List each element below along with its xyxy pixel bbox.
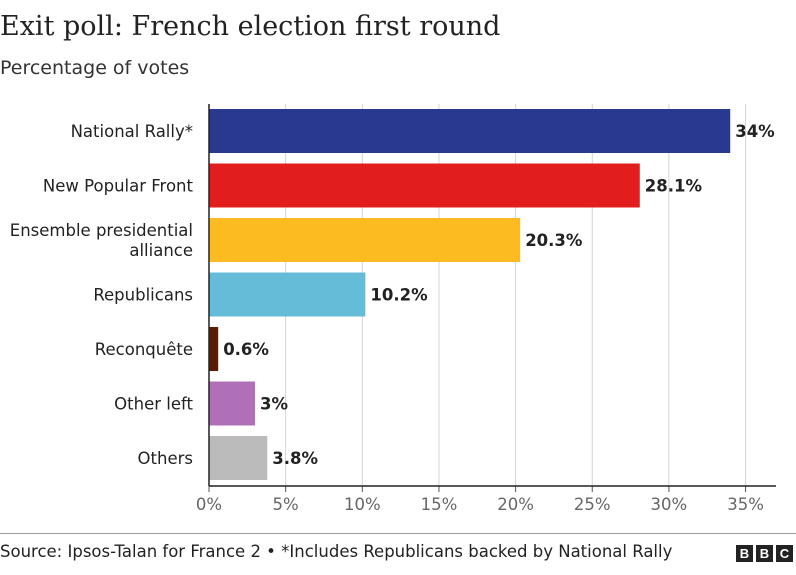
bbc-logo-letter-3: C bbox=[776, 545, 793, 562]
value-label: 0.6% bbox=[223, 340, 269, 359]
x-tick-label: 25% bbox=[574, 495, 611, 514]
value-label: 10.2% bbox=[370, 286, 428, 305]
category-label: National Rally* bbox=[71, 122, 193, 141]
bbc-logo-letter-1: B bbox=[736, 545, 753, 562]
footer-divider bbox=[0, 533, 796, 534]
value-label: 28.1% bbox=[645, 177, 703, 196]
bar-2 bbox=[209, 163, 640, 208]
bar-6 bbox=[209, 381, 255, 426]
category-label: Ensemble presidential bbox=[10, 221, 193, 240]
value-label: 3% bbox=[260, 395, 288, 414]
x-tick-label: 35% bbox=[727, 495, 764, 514]
category-label: Other left bbox=[114, 395, 193, 414]
x-tick-label: 5% bbox=[273, 495, 299, 514]
bar-1 bbox=[209, 109, 731, 153]
category-label: alliance bbox=[129, 241, 193, 260]
x-tick-label: 20% bbox=[497, 495, 534, 514]
value-label: 3.8% bbox=[272, 449, 318, 468]
bar-7 bbox=[209, 436, 268, 480]
category-label: New Popular Front bbox=[43, 177, 194, 196]
chart-subtitle: Percentage of votes bbox=[0, 57, 190, 79]
x-tick-label: 10% bbox=[344, 495, 381, 514]
category-label: Republicans bbox=[93, 286, 193, 305]
bbc-logo-letter-2: B bbox=[756, 545, 773, 562]
chart-title: Exit poll: French election first round bbox=[0, 11, 501, 42]
category-label: Others bbox=[138, 449, 193, 468]
bar-3 bbox=[209, 218, 521, 262]
value-label: 20.3% bbox=[525, 231, 583, 250]
x-tick-label: 0% bbox=[196, 495, 222, 514]
bar-chart: 0% 5% 10% 15% 20% 25% 30% 35% National Rally* 34%… bbox=[10, 104, 776, 514]
source-note: Source: Ipsos-Talan for France 2 • *Incl… bbox=[0, 542, 673, 561]
bar-5 bbox=[209, 327, 219, 371]
category-label: Reconquête bbox=[95, 340, 193, 359]
value-label: 34% bbox=[735, 122, 775, 141]
x-tick-label: 15% bbox=[421, 495, 458, 514]
bbc-logo: B B C bbox=[736, 545, 793, 562]
x-tick-label: 30% bbox=[651, 495, 688, 514]
bar-4 bbox=[209, 272, 366, 317]
